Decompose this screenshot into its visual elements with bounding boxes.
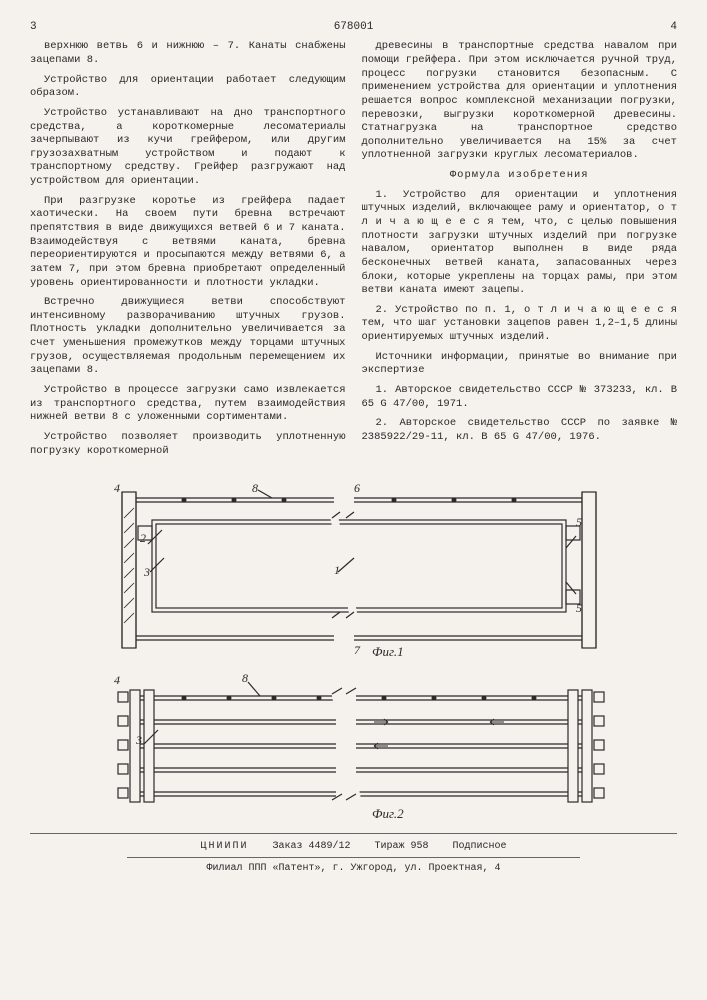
figure-2: 3 4 8 Фиг.2 [74,668,634,823]
fig2-label: Фиг.2 [372,806,404,821]
fig1-label: Фиг.1 [372,644,404,658]
footer-sub: Подписное [453,841,507,852]
footer-order: Заказ 4489/12 [272,841,350,852]
svg-text:3: 3 [135,733,142,747]
svg-text:7: 7 [354,643,361,657]
figure-1: 1 2 3 4 5 5 6 7 8 Фиг.1 [74,478,634,658]
para: Устройство позволяет производить уплотне… [30,431,346,458]
svg-text:5: 5 [576,515,582,529]
footer-org: ЦНИИПИ [200,841,248,852]
claims-title: Формула изобретения [362,169,678,183]
svg-text:8: 8 [242,671,248,685]
footer-line-2: Филиал ППП «Патент», г. Ужгород, ул. Про… [127,857,580,875]
figures-block: 1 2 3 4 5 5 6 7 8 Фиг.1 [30,478,677,823]
svg-text:8: 8 [252,481,258,495]
claim: 2. Устройство по п. 1, о т л и ч а ю щ е… [362,304,678,345]
source: 2. Авторское свидетельство СССР по заявк… [362,417,678,444]
para: Встречно движущиеся ветви способствуют и… [30,296,346,378]
svg-text:2: 2 [140,531,146,545]
page-header: 3 678001 4 [30,20,677,34]
footer: ЦНИИПИ Заказ 4489/12 Тираж 958 Подписное… [30,833,677,875]
sources-title: Источники информации, принятые во вниман… [362,351,678,378]
para: древесины в транспортные средства навало… [362,40,678,163]
claim: 1. Устройство для ориентации и уплотнени… [362,189,678,298]
page-left: 3 [30,20,37,34]
page-right: 4 [670,20,677,34]
footer-tirazh: Тираж 958 [375,841,429,852]
svg-text:6: 6 [354,481,360,495]
doc-number: 678001 [334,20,374,34]
para: Устройство устанавливают на дно транспор… [30,107,346,189]
column-right: древесины в транспортные средства навало… [362,40,678,464]
column-left: верхнюю ветвь 6 и нижнюю – 7. Канаты сна… [30,40,346,464]
svg-text:5: 5 [576,601,582,615]
svg-text:3: 3 [143,565,150,579]
para: Устройство в процессе загрузки само извл… [30,384,346,425]
source: 1. Авторское свидетельство СССР № 373233… [362,384,678,411]
para: верхнюю ветвь 6 и нижнюю – 7. Канаты сна… [30,40,346,67]
text-columns: верхнюю ветвь 6 и нижнюю – 7. Канаты сна… [30,40,677,464]
para: Устройство для ориентации работает следу… [30,74,346,101]
svg-text:4: 4 [114,673,120,687]
svg-text:4: 4 [114,481,120,495]
svg-text:1: 1 [334,563,340,577]
para: При разгрузке коротье из грейфера падает… [30,195,346,290]
footer-line-1: ЦНИИПИ Заказ 4489/12 Тираж 958 Подписное [30,840,677,853]
